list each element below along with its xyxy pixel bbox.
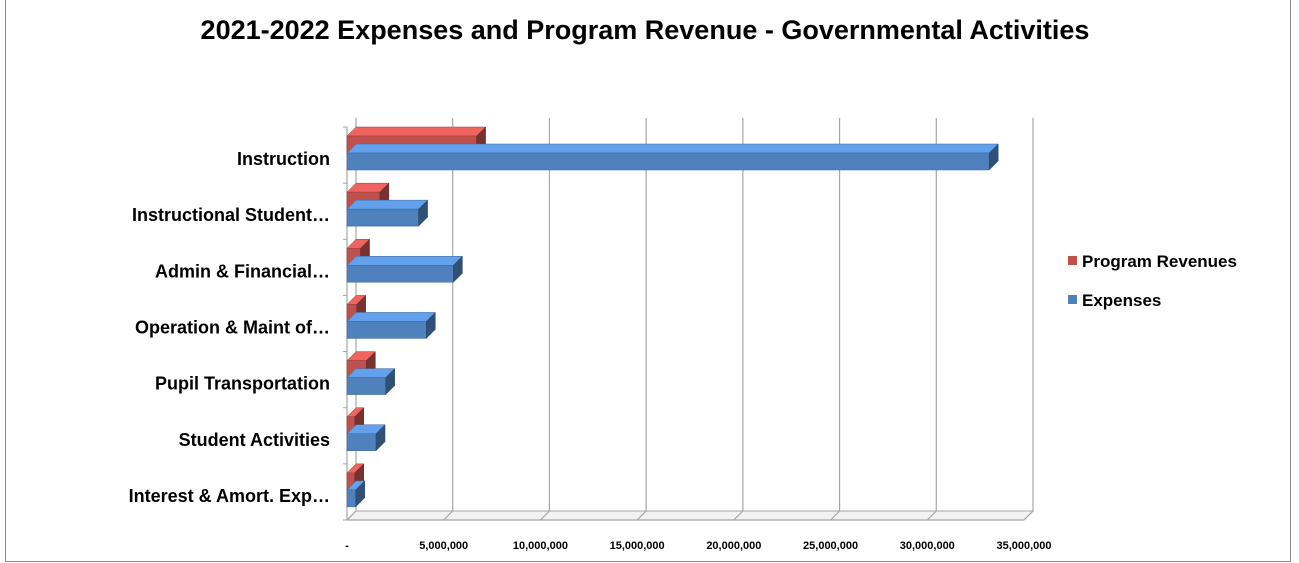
category-label: Pupil Transportation — [155, 374, 330, 394]
gridline-foot — [733, 510, 744, 521]
bar-expenses — [346, 480, 366, 508]
category-label: Operation & Maint of… — [135, 318, 330, 338]
legend-swatch — [1068, 256, 1077, 265]
bar-expenses — [346, 367, 396, 396]
legend: Program Revenues Expenses — [1068, 252, 1237, 310]
bar-expenses — [346, 143, 999, 171]
chart-title: 2021-2022 Expenses and Program Revenue -… — [200, 15, 1090, 45]
gridline-foot — [443, 510, 454, 521]
plot-floor — [345, 510, 1035, 521]
gridline-foot — [830, 510, 840, 521]
x-tick-labels: - 5,000,000 10,000,000 15,000,000 20,000,000… — [345, 540, 1051, 552]
legend-label: Program Revenues — [1082, 252, 1237, 271]
x-tick-label: 30,000,000 — [900, 540, 955, 552]
bar-expenses — [346, 311, 436, 340]
category-labels: Instruction Instructional Student… Admin &… — [129, 149, 330, 506]
category-label: Instruction — [237, 149, 330, 169]
bar-expenses — [346, 255, 463, 283]
gridline-foot — [926, 510, 937, 521]
category-label: Interest & Amort. Exp… — [129, 486, 330, 506]
x-tick-label: 15,000,000 — [610, 540, 665, 552]
gridline-foot — [346, 510, 357, 521]
gridline-foot — [636, 510, 647, 521]
bar-expenses — [346, 424, 386, 452]
category-label: Student Activities — [179, 430, 330, 450]
x-tick-label: 10,000,000 — [513, 540, 568, 552]
bar-expenses — [346, 199, 429, 227]
category-label: Admin & Financial… — [155, 261, 330, 281]
gridlines — [343, 118, 1035, 521]
gridline-foot — [1023, 510, 1034, 521]
x-tick-label: 20,000,000 — [706, 540, 761, 552]
category-label: Instructional Student… — [132, 205, 330, 225]
legend-label: Expenses — [1082, 291, 1161, 310]
chart-frame — [5, 0, 1291, 562]
x-tick-label: 5,000,000 — [419, 540, 468, 552]
x-tick-label: - — [345, 540, 349, 552]
x-tick-label: 25,000,000 — [803, 540, 858, 552]
x-tick-label: 35,000,000 — [996, 540, 1051, 552]
gridline-foot — [540, 510, 550, 521]
bars — [346, 126, 999, 508]
legend-swatch — [1068, 295, 1077, 304]
